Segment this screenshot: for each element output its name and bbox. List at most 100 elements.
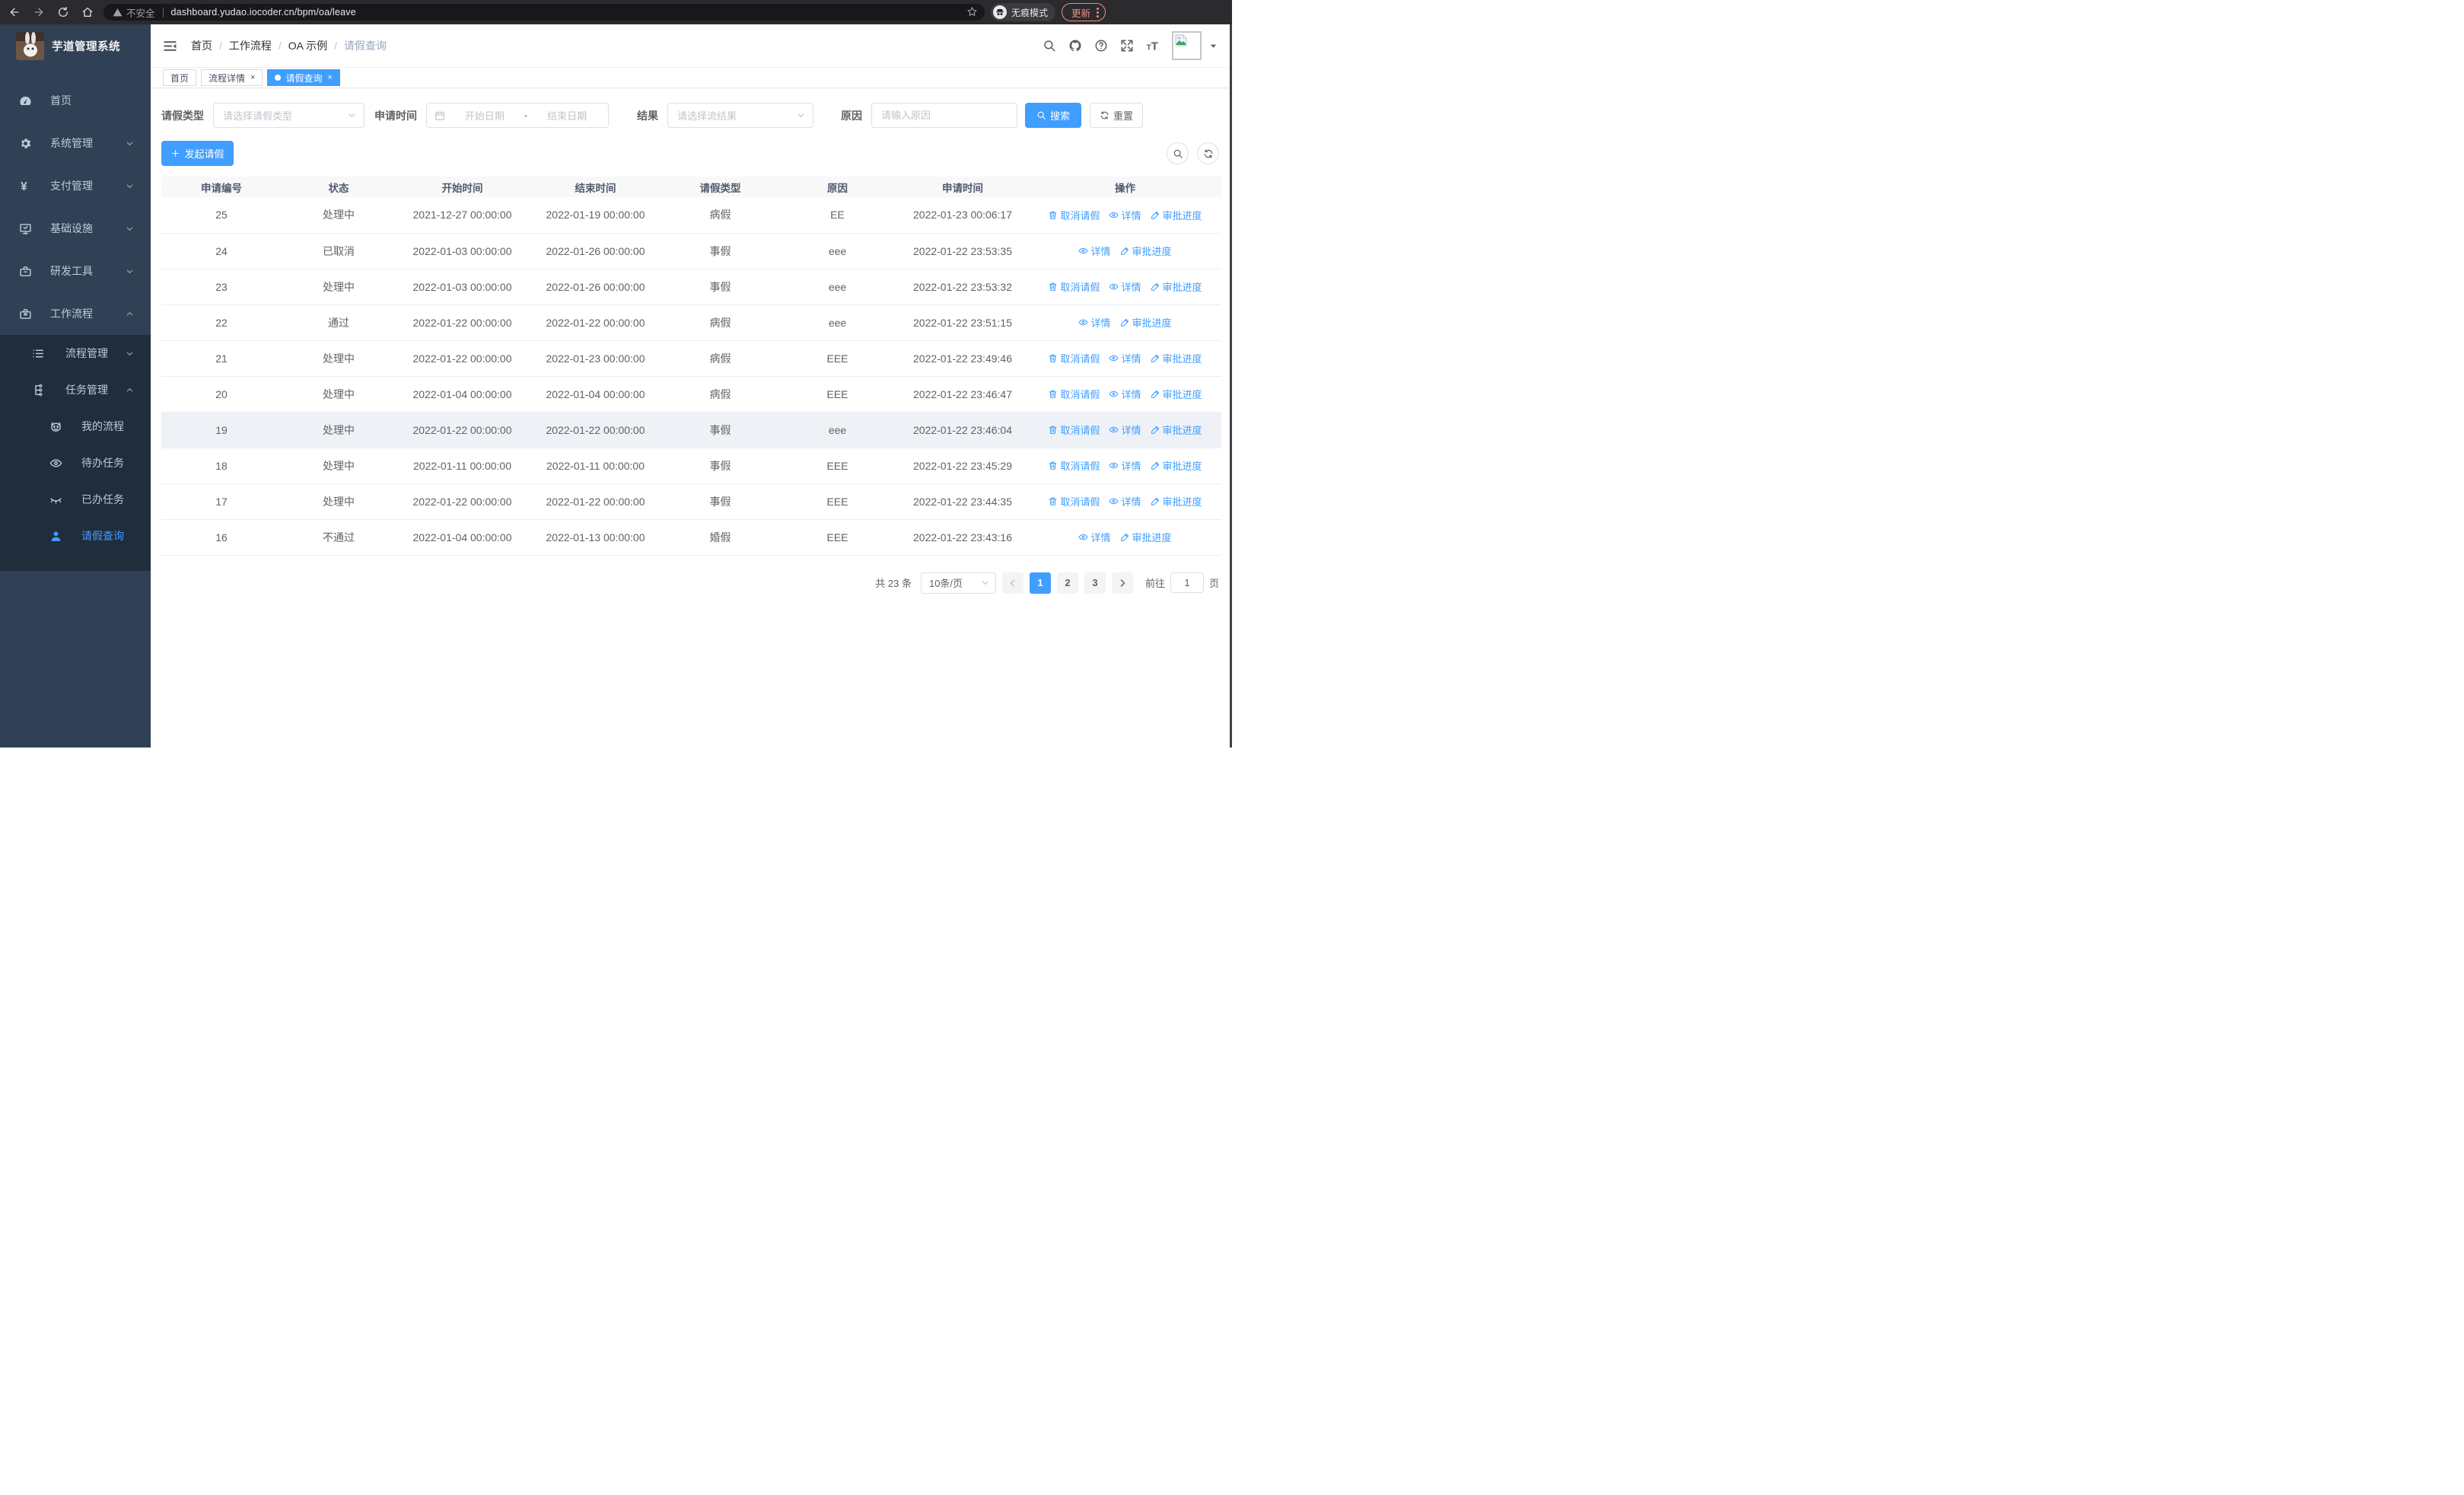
help-icon[interactable] — [1094, 39, 1108, 53]
cell-status: 已取消 — [282, 233, 396, 269]
toggle-search-button[interactable] — [1167, 142, 1189, 164]
sidebar-item-workflow[interactable]: 工作流程 — [0, 292, 151, 335]
action-progress-link[interactable]: 审批进度 — [1151, 208, 1202, 222]
action-detail-link[interactable]: 详情 — [1109, 458, 1141, 473]
cell-end: 2022-01-22 00:00:00 — [529, 483, 662, 520]
prev-page-button[interactable] — [1001, 572, 1023, 594]
cell-actions: 取消请假 详情 审批进度 — [1029, 412, 1221, 448]
action-detail-link[interactable]: 详情 — [1078, 530, 1111, 544]
back-icon[interactable] — [8, 5, 21, 19]
reload-icon[interactable] — [56, 5, 70, 19]
action-progress-link[interactable]: 审批进度 — [1151, 351, 1202, 365]
action-cancel-link[interactable]: 取消请假 — [1048, 279, 1100, 294]
action-detail-link[interactable]: 详情 — [1078, 244, 1111, 258]
action-cancel-link[interactable]: 取消请假 — [1048, 458, 1100, 473]
cell-start: 2022-01-03 00:00:00 — [396, 233, 529, 269]
home-icon[interactable] — [81, 5, 94, 19]
briefcase-icon — [19, 308, 32, 320]
fullscreen-icon[interactable] — [1120, 39, 1134, 53]
browser-menu-icon[interactable] — [1097, 7, 1100, 18]
next-page-button[interactable] — [1111, 572, 1133, 594]
breadcrumb-workflow[interactable]: 工作流程 — [228, 40, 272, 52]
edit-icon — [1151, 496, 1160, 506]
reason-input[interactable] — [871, 103, 1017, 128]
action-detail-link[interactable]: 详情 — [1109, 494, 1141, 508]
search-icon[interactable] — [1043, 39, 1056, 53]
cell-type: 事假 — [662, 269, 778, 305]
tab-home[interactable]: 首页 — [163, 69, 197, 86]
select-placeholder: 请选择请假类型 — [223, 110, 293, 122]
sidebar-item-system[interactable]: 系统管理 — [0, 122, 151, 164]
window-edge-scrollbar[interactable] — [1230, 24, 1232, 748]
breadcrumb-home[interactable]: 首页 — [191, 40, 212, 52]
leave-type-select[interactable]: 请选择请假类型 — [213, 103, 365, 128]
eye-icon — [49, 457, 62, 470]
sidebar-item-process-mgmt[interactable]: 流程管理 — [0, 335, 151, 371]
action-progress-link[interactable]: 审批进度 — [1151, 458, 1202, 473]
action-progress-link[interactable]: 审批进度 — [1151, 387, 1202, 401]
close-icon[interactable]: × — [327, 73, 333, 82]
action-cancel-link[interactable]: 取消请假 — [1048, 494, 1100, 508]
action-progress-link[interactable]: 审批进度 — [1120, 244, 1172, 258]
user-icon — [49, 530, 62, 543]
security-warning[interactable]: 不安全 — [113, 5, 155, 20]
action-cancel-link[interactable]: 取消请假 — [1048, 351, 1100, 365]
action-detail-link[interactable]: 详情 — [1109, 279, 1141, 294]
caret-down-icon[interactable] — [1209, 42, 1218, 50]
forward-icon[interactable] — [32, 5, 46, 19]
sidebar-item-done-tasks[interactable]: 已办任务 — [0, 481, 151, 518]
cell-apply-time: 2022-01-22 23:53:32 — [896, 269, 1029, 305]
action-cancel-link[interactable]: 取消请假 — [1048, 387, 1100, 401]
sidebar-item-home[interactable]: 首页 — [0, 79, 151, 122]
url-bar[interactable]: 不安全 dashboard.yudao.iocoder.cn/bpm/oa/le… — [103, 4, 985, 21]
sidebar-logo[interactable]: 芋道管理系统 — [0, 24, 151, 67]
sidebar-item-devtools[interactable]: 研发工具 — [0, 250, 151, 292]
action-detail-link[interactable]: 详情 — [1109, 387, 1141, 401]
close-icon[interactable]: × — [250, 73, 256, 82]
tags-view-bar: 首页 流程详情 × 请假查询 × — [151, 68, 1230, 88]
sidebar-item-task-mgmt[interactable]: 任务管理 — [0, 371, 151, 408]
github-icon[interactable] — [1068, 39, 1082, 53]
cell-actions: 取消请假 详情 审批进度 — [1029, 340, 1221, 377]
tab-leave-query[interactable]: 请假查询 × — [267, 69, 340, 86]
action-cancel-link[interactable]: 取消请假 — [1048, 208, 1100, 222]
sidebar-item-infra[interactable]: 基础设施 — [0, 207, 151, 250]
action-progress-link[interactable]: 审批进度 — [1151, 494, 1202, 508]
result-select[interactable]: 请选择流结果 — [667, 103, 813, 128]
tab-process-detail[interactable]: 流程详情 × — [201, 69, 263, 86]
bookmark-star-icon[interactable] — [966, 6, 978, 20]
apply-time-range-picker[interactable]: 开始日期 - 结束日期 — [426, 103, 609, 128]
edit-icon — [1151, 425, 1160, 435]
refresh-table-button[interactable] — [1197, 142, 1219, 164]
avatar[interactable] — [1172, 31, 1202, 60]
sidebar-item-todo-tasks[interactable]: 待办任务 — [0, 445, 151, 481]
reset-button[interactable]: 重置 — [1090, 103, 1143, 128]
action-detail-link[interactable]: 详情 — [1078, 315, 1111, 330]
page-button-1[interactable]: 1 — [1029, 572, 1051, 594]
page-button-3[interactable]: 3 — [1084, 572, 1106, 594]
action-cancel-link[interactable]: 取消请假 — [1048, 422, 1100, 437]
breadcrumb-oa-example[interactable]: OA 示例 — [288, 40, 328, 52]
action-detail-link[interactable]: 详情 — [1109, 351, 1141, 365]
cell-reason: eee — [778, 233, 896, 269]
eye-closed-icon — [49, 493, 62, 506]
page-size-select[interactable]: 10条/页 — [920, 572, 996, 594]
sidebar-item-leave-query[interactable]: 请假查询 — [0, 518, 151, 554]
sidebar-item-my-process[interactable]: 我的流程 — [0, 408, 151, 445]
action-progress-link[interactable]: 审批进度 — [1120, 315, 1172, 330]
action-detail-link[interactable]: 详情 — [1109, 422, 1141, 437]
action-progress-link[interactable]: 审批进度 — [1120, 530, 1172, 544]
page-button-2[interactable]: 2 — [1056, 572, 1078, 594]
create-leave-button[interactable]: 发起请假 — [161, 141, 234, 166]
sidebar-item-payment[interactable]: ¥ 支付管理 — [0, 164, 151, 207]
goto-page-input[interactable] — [1170, 572, 1204, 593]
search-button[interactable]: 搜索 — [1025, 103, 1081, 128]
action-progress-link[interactable]: 审批进度 — [1151, 422, 1202, 437]
col-header-status: 状态 — [282, 177, 396, 197]
action-progress-link[interactable]: 审批进度 — [1151, 279, 1202, 294]
action-detail-link[interactable]: 详情 — [1109, 208, 1141, 222]
browser-update-button[interactable]: 更新 — [1062, 3, 1106, 21]
collapse-sidebar-icon[interactable] — [163, 39, 177, 53]
